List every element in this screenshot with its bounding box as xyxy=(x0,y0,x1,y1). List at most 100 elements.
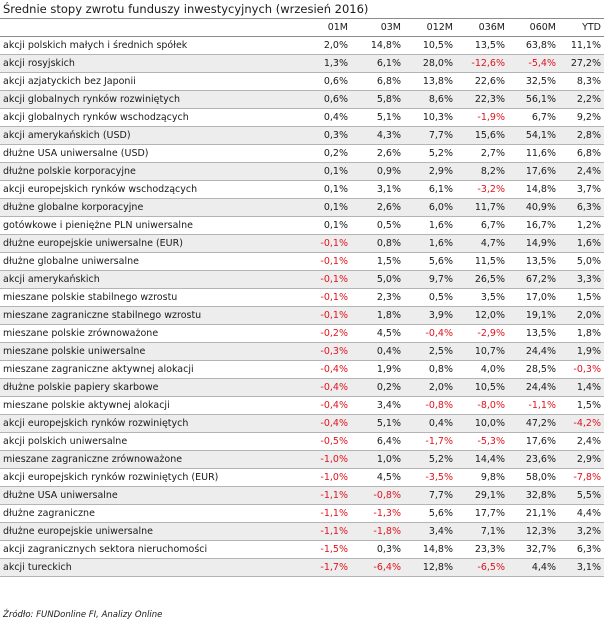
fund-type-cell: akcji amerykańskich xyxy=(0,270,265,289)
table-row: akcji rosyjskich 1,3% 6,1% 28,0% -12,6% -5,4%… xyxy=(0,54,604,73)
return-cell-036m: 22,3% xyxy=(453,90,505,109)
table-row: akcji polskich uniwersalne -0,5% 6,4% -1,7%… xyxy=(0,432,604,451)
return-cell-060m: 17,6% xyxy=(505,432,556,451)
column-header-060m: 060M xyxy=(505,19,556,37)
return-cell-01m: 0,2% xyxy=(265,144,348,163)
return-cell-01m: 0,4% xyxy=(265,108,348,127)
fund-type-cell: akcji europejskich rynków rozwiniętych (… xyxy=(0,468,265,487)
table-row: akcji amerykańskich -0,1% 5,0% 9,7% 26,5% 67,… xyxy=(0,270,604,289)
table-row: dłużne polskie korporacyjne 0,1% 0,9% 2,9% 8… xyxy=(0,162,604,181)
return-cell-060m: 6,7% xyxy=(505,108,556,127)
return-cell-01m: -0,4% xyxy=(265,396,348,415)
return-cell-012m: 5,6% xyxy=(401,504,453,523)
return-cell-ytd: 1,5% xyxy=(556,288,604,307)
return-cell-ytd: 8,3% xyxy=(556,72,604,91)
return-cell-060m: 24,4% xyxy=(505,378,556,397)
return-cell-01m: -0,1% xyxy=(265,306,348,325)
return-cell-ytd: 6,8% xyxy=(556,144,604,163)
fund-type-cell: akcji europejskich rynków wschodzących xyxy=(0,180,265,199)
return-cell-01m: -0,2% xyxy=(265,324,348,343)
table-row: dłużne USA uniwersalne (USD) 0,2% 2,6% 5,2%… xyxy=(0,144,604,163)
column-header-fund-type xyxy=(0,19,265,37)
return-cell-ytd: 6,3% xyxy=(556,540,604,559)
return-cell-ytd: 4,4% xyxy=(556,504,604,523)
return-cell-060m: 32,5% xyxy=(505,72,556,91)
return-cell-036m: 17,7% xyxy=(453,504,505,523)
return-cell-03m: -0,8% xyxy=(348,486,401,505)
column-header-03m: 03M xyxy=(348,19,401,37)
return-cell-060m: 23,6% xyxy=(505,450,556,469)
return-cell-ytd: 3,7% xyxy=(556,180,604,199)
return-cell-ytd: 1,2% xyxy=(556,216,604,235)
return-cell-012m: 5,6% xyxy=(401,252,453,271)
table-row: dłużne zagraniczne -1,1% -1,3% 5,6% 17,7% 21,… xyxy=(0,504,604,523)
return-cell-ytd: 1,8% xyxy=(556,324,604,343)
return-cell-ytd: 2,4% xyxy=(556,432,604,451)
return-cell-060m: 63,8% xyxy=(505,36,556,55)
return-cell-03m: 1,0% xyxy=(348,450,401,469)
fund-type-cell: dłużne polskie papiery skarbowe xyxy=(0,378,265,397)
returns-table: 01M 03M 012M 036M 060M YTD akcji polskich mał… xyxy=(0,19,604,577)
return-cell-036m: 11,5% xyxy=(453,252,505,271)
return-cell-036m: -5,3% xyxy=(453,432,505,451)
table-row: akcji europejskich rynków wschodzących 0,… xyxy=(0,180,604,199)
return-cell-036m: 6,7% xyxy=(453,216,505,235)
header-row: 01M 03M 012M 036M 060M YTD xyxy=(0,19,604,37)
return-cell-03m: 1,9% xyxy=(348,360,401,379)
return-cell-03m: 5,1% xyxy=(348,414,401,433)
table-row: akcji europejskich rynków rozwiniętych (… xyxy=(0,468,604,487)
return-cell-012m: 6,0% xyxy=(401,198,453,217)
return-cell-ytd: 2,0% xyxy=(556,306,604,325)
fund-type-cell: akcji polskich małych i średnich spółek xyxy=(0,36,265,55)
return-cell-03m: 4,5% xyxy=(348,468,401,487)
return-cell-012m: 13,8% xyxy=(401,72,453,91)
return-cell-01m: -0,1% xyxy=(265,234,348,253)
return-cell-036m: -6,5% xyxy=(453,558,505,577)
return-cell-036m: 23,3% xyxy=(453,540,505,559)
fund-type-cell: akcji rosyjskich xyxy=(0,54,265,73)
return-cell-060m: 16,7% xyxy=(505,216,556,235)
return-cell-036m: 10,5% xyxy=(453,378,505,397)
return-cell-060m: 54,1% xyxy=(505,126,556,145)
return-cell-012m: 9,7% xyxy=(401,270,453,289)
return-cell-01m: -1,1% xyxy=(265,486,348,505)
return-cell-01m: -1,0% xyxy=(265,450,348,469)
return-cell-01m: -0,1% xyxy=(265,270,348,289)
return-cell-ytd: 11,1% xyxy=(556,36,604,55)
return-cell-012m: 3,4% xyxy=(401,522,453,541)
fund-type-cell: gotówkowe i pieniężne PLN uniwersalne xyxy=(0,216,265,235)
return-cell-036m: 12,0% xyxy=(453,306,505,325)
return-cell-012m: 7,7% xyxy=(401,486,453,505)
return-cell-036m: -12,6% xyxy=(453,54,505,73)
return-cell-060m: 56,1% xyxy=(505,90,556,109)
fund-type-cell: dłużne USA uniwersalne xyxy=(0,486,265,505)
return-cell-012m: 2,5% xyxy=(401,342,453,361)
return-cell-ytd: 1,5% xyxy=(556,396,604,415)
return-cell-060m: 21,1% xyxy=(505,504,556,523)
return-cell-01m: 2,0% xyxy=(265,36,348,55)
table-row: dłużne polskie papiery skarbowe -0,4% 0,2%… xyxy=(0,378,604,397)
return-cell-060m: 28,5% xyxy=(505,360,556,379)
return-cell-03m: 5,8% xyxy=(348,90,401,109)
fund-type-cell: dłużne europejskie uniwersalne xyxy=(0,522,265,541)
return-cell-060m: 13,5% xyxy=(505,252,556,271)
return-cell-012m: 10,5% xyxy=(401,36,453,55)
column-header-01m: 01M xyxy=(265,19,348,37)
table-row: dłużne europejskie uniwersalne -1,1% -1,8%… xyxy=(0,522,604,541)
return-cell-012m: -3,5% xyxy=(401,468,453,487)
return-cell-ytd: 2,9% xyxy=(556,450,604,469)
return-cell-01m: 0,6% xyxy=(265,72,348,91)
return-cell-012m: 0,5% xyxy=(401,288,453,307)
table-row: mieszane zagraniczne aktywnej alokacji -0… xyxy=(0,360,604,379)
return-cell-060m: 40,9% xyxy=(505,198,556,217)
return-cell-01m: 0,3% xyxy=(265,126,348,145)
return-cell-036m: 2,7% xyxy=(453,144,505,163)
return-cell-ytd: 2,4% xyxy=(556,162,604,181)
table-row: mieszane zagraniczne stabilnego wzrostu -… xyxy=(0,306,604,325)
return-cell-03m: 0,5% xyxy=(348,216,401,235)
return-cell-01m: -0,4% xyxy=(265,414,348,433)
fund-type-cell: mieszane zagraniczne stabilnego wzrostu xyxy=(0,306,265,325)
return-cell-060m: 14,8% xyxy=(505,180,556,199)
return-cell-03m: 4,5% xyxy=(348,324,401,343)
